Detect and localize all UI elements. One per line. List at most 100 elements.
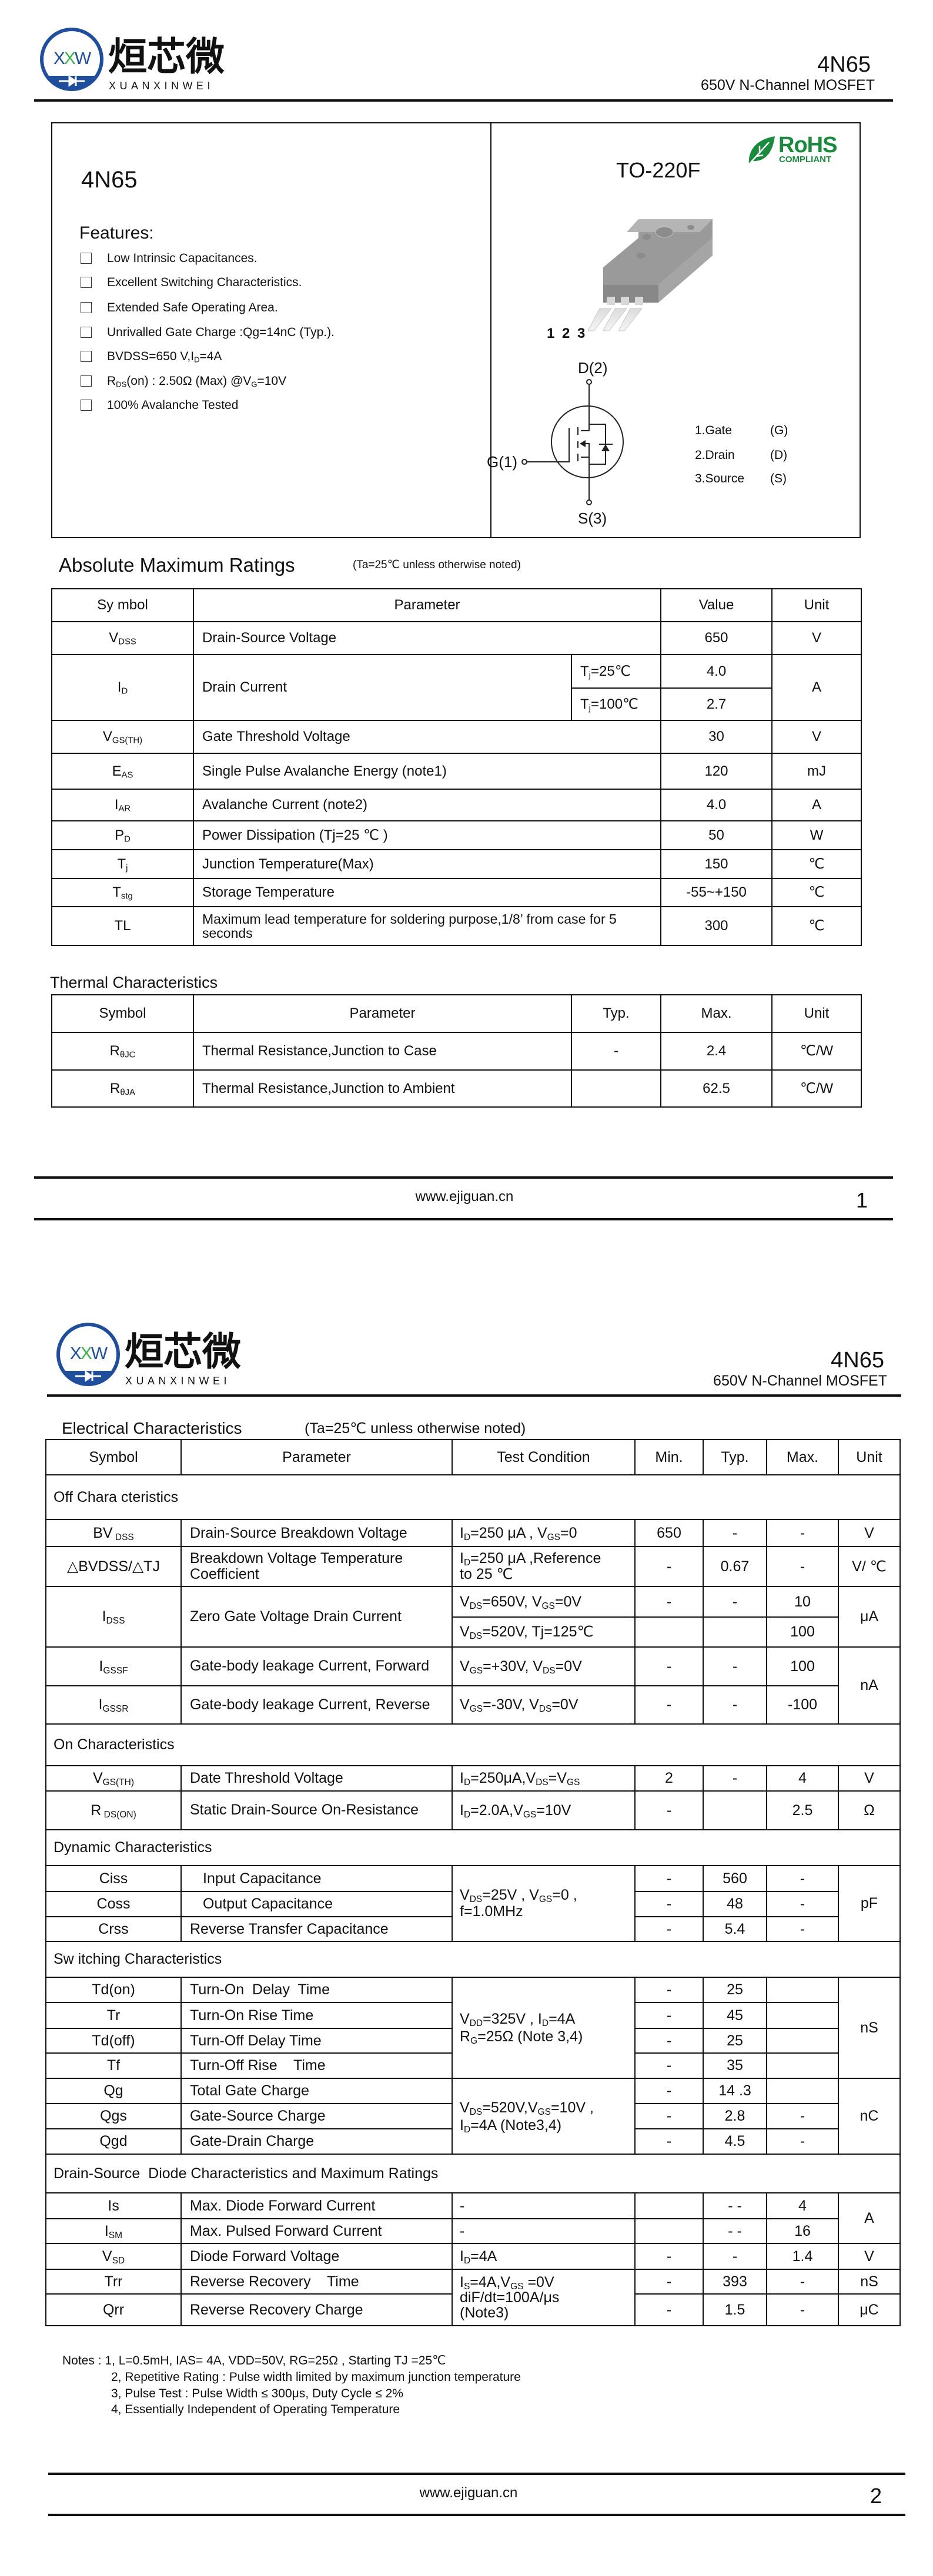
section-title: Off Chara cteristics: [45, 1474, 901, 1520]
table-row: Qgs Gate-Source Charge - 2.8 -: [45, 2103, 900, 2129]
header-cell: Symbol: [45, 1439, 182, 1475]
feature-item: RDS(on) : 2.50Ω (Max) @VG=10V: [107, 374, 287, 389]
unit-cell: V: [838, 2243, 901, 2270]
symbol-cell: Tj: [51, 849, 194, 879]
parameter-cell: Thermal Resistance,Junction to Case: [193, 1032, 572, 1071]
table-row: ID Drain Current Tj=25℃ 4.0 A: [51, 654, 862, 721]
table-row: RθJC Thermal Resistance,Junction to Case…: [51, 1032, 862, 1071]
table-row: Tf Turn-Off Rise Time - 35: [45, 2052, 900, 2079]
symbol-cell: △BVDSS/△TJ: [45, 1546, 182, 1587]
feature-item: Low Intrinsic Capacitances.: [107, 251, 258, 265]
typ-cell: -: [703, 1519, 767, 1547]
note-line: 3, Pulse Test : Pulse Width ≤ 300μs, Dut…: [111, 2387, 403, 2400]
condition-cell: IS=4A,VGS =0V diF/dt=100A/μs (Note3): [452, 2269, 636, 2326]
parameter-cell: Reverse Recovery Charge: [180, 2293, 453, 2326]
symbol-cell: Ciss: [45, 1865, 182, 1892]
section-row: On Characteristics: [45, 1723, 901, 1766]
symbol-cell: RθJA: [51, 1069, 194, 1108]
typ-cell: 393: [703, 2269, 767, 2295]
value-cell: 300: [660, 906, 773, 946]
parameter-cell: Single Pulse Avalanche Energy (note1): [192, 753, 662, 790]
table-header-row: Sy mbol Parameter Value Unit: [51, 588, 862, 622]
max-cell: -: [766, 1546, 839, 1587]
note-line: 2, Repetitive Rating : Pulse width limit…: [111, 2370, 521, 2384]
header-rule: [34, 99, 893, 102]
parameter-cell: Turn-On Rise Time: [180, 2002, 453, 2029]
value-cell: -55~+150: [660, 878, 773, 907]
parameter-cell: Max. Diode Forward Current: [180, 2192, 453, 2219]
brand-name-en: XUANXINWEI: [109, 80, 215, 92]
max-cell: 2.5: [766, 1790, 839, 1830]
feature-checkbox: [81, 351, 92, 362]
max-cell: [766, 2078, 839, 2104]
typ-cell: -: [571, 1032, 661, 1071]
typ-cell: [571, 1069, 661, 1108]
value-cell: 150: [660, 849, 773, 879]
brand-name-cn: 烜芯微: [125, 1329, 241, 1374]
min-cell: -: [634, 1646, 704, 1686]
page-number: 1: [856, 1188, 868, 1212]
section-title: On Characteristics: [45, 1723, 901, 1766]
condition-cell: ID=4A: [452, 2243, 636, 2270]
brand-name-cn: 烜芯微: [108, 34, 225, 79]
parameter-cell: Output Capacitance: [180, 1891, 453, 1917]
symbol-cell: EAS: [51, 753, 194, 790]
svg-text:XXW: XXW: [70, 1344, 108, 1363]
max-cell: [766, 2002, 839, 2029]
feature-checkbox: [81, 302, 92, 313]
feature-checkbox: [81, 327, 92, 338]
min-cell: -: [634, 1586, 704, 1618]
typ-cell: [703, 1790, 767, 1830]
max-cell: [766, 2052, 839, 2079]
symbol-cell: BV DSS: [45, 1519, 182, 1547]
pin-abbr: (S): [770, 472, 787, 485]
condition-cell: VDS=650V, VGS=0V: [452, 1586, 636, 1618]
min-cell: -: [634, 2028, 704, 2054]
symbol-cell: Td(off): [45, 2028, 182, 2054]
table-row: IGSSF Gate-body leakage Current, Forward…: [45, 1646, 901, 1725]
symbol-cell: R DS(ON): [45, 1790, 182, 1830]
parameter-cell: Gate-body leakage Current, Reverse: [180, 1685, 453, 1725]
unit-cell: V: [771, 621, 862, 655]
table-row: Ciss Input Capacitance VDS=25V , VGS=0 ,…: [45, 1865, 901, 1942]
footer-website[interactable]: www.ejiguan.cn: [419, 2485, 518, 2501]
typ-cell: - -: [703, 2218, 767, 2244]
min-cell: -: [634, 1865, 704, 1892]
footer-website[interactable]: www.ejiguan.cn: [415, 1189, 514, 1205]
unit-cell: ℃: [771, 906, 862, 946]
typ-cell: -: [703, 1685, 767, 1725]
table-row: BV DSS Drain-Source Breakdown Voltage ID…: [45, 1519, 901, 1547]
table-row: Qrr Reverse Recovery Charge - 1.5 - μC: [45, 2293, 901, 2326]
max-cell: 10: [766, 1586, 839, 1618]
unit-cell: V: [838, 1519, 901, 1547]
value-cell: 4.0: [660, 654, 773, 689]
parameter-cell: Static Drain-Source On-Resistance: [180, 1790, 453, 1830]
table-row: Qg Total Gate Charge VDS=520V,VGS=10V , …: [45, 2078, 901, 2155]
abs-max-note: (Ta=25℃ unless otherwise noted): [353, 559, 521, 571]
table-row: Coss Output Capacitance - 48 -: [45, 1891, 900, 1917]
section-row: Off Chara cteristics: [45, 1474, 901, 1520]
parameter-cell: Avalanche Current (note2): [192, 789, 662, 821]
footer-rule-top: [34, 1176, 893, 1179]
header-cell: Unit: [771, 588, 862, 622]
min-cell: -: [634, 1891, 704, 1917]
table-header-row: Symbol Parameter Test Condition Min. Typ…: [45, 1439, 901, 1475]
condition-cell: VGS=+30V, VDS=0V: [452, 1646, 636, 1686]
table-row: IGSSR Gate-body leakage Current, Reverse…: [45, 1685, 900, 1725]
parameter-cell: Gate-body leakage Current, Forward: [180, 1646, 453, 1686]
min-cell: -: [634, 1685, 704, 1725]
min-cell: 650: [634, 1519, 704, 1547]
min-cell: -: [634, 2128, 704, 2155]
brand-name-en: XUANXINWEI: [125, 1375, 231, 1387]
symbol-cell: VGS(TH): [51, 720, 194, 754]
table-row: IAR Avalanche Current (note2) 4.0 A: [51, 789, 862, 821]
table-row: VGS(TH) Date Threshold Voltage ID=250μA,…: [45, 1765, 901, 1792]
table-row: Trr Reverse Recovery Time IS=4A,VGS =0V …: [45, 2269, 901, 2326]
electrical-note: (Ta=25℃ unless otherwise noted): [305, 1420, 526, 1437]
table-row: Tstg Storage Temperature -55~+150 ℃: [51, 878, 862, 907]
pin-abbr: (D): [770, 448, 788, 462]
note-line: Notes : 1, L=0.5mH, IAS= 4A, VDD=50V, RG…: [62, 2354, 446, 2367]
symbol-cell: Is: [45, 2192, 182, 2219]
symbol-cell: TL: [51, 906, 194, 946]
page-number: 2: [870, 2484, 882, 2508]
